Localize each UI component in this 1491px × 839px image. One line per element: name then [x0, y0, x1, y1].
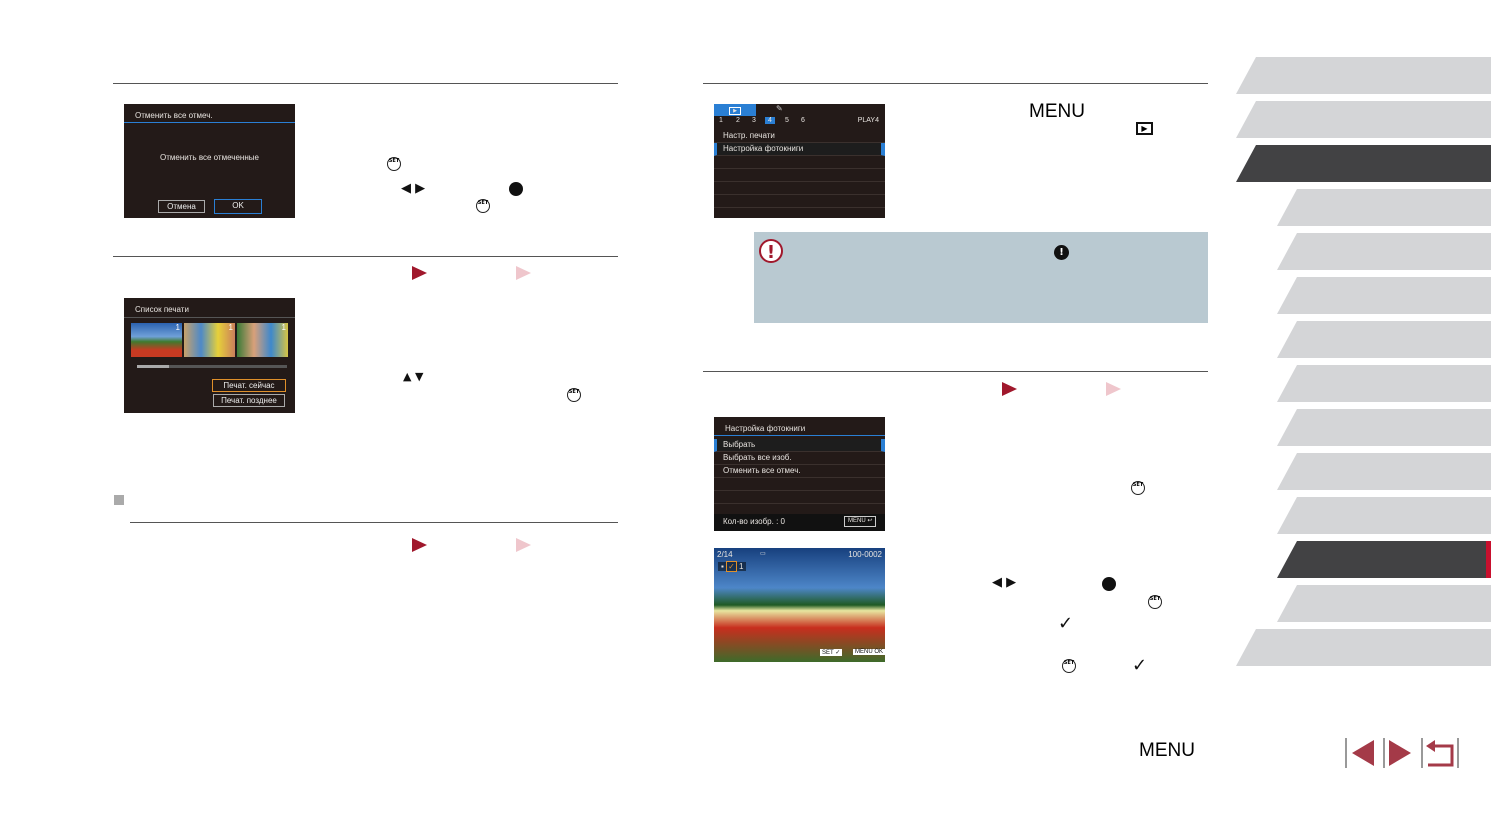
caution-note: ! !	[754, 232, 1208, 323]
photobook-setup-screen: Настройка фотокниги Выбрать Выбрать все …	[714, 417, 885, 531]
playback-icon: ▶	[1136, 122, 1153, 135]
battery-icon: ▭	[760, 551, 766, 557]
menu-item-print-settings[interactable]: Настр. печати	[714, 130, 885, 143]
footer-menu-label: MENU	[1139, 740, 1195, 761]
set-button-icon: SET	[476, 199, 490, 213]
menu-button-label: MENU	[1029, 101, 1085, 122]
dialog-message: Отменить все отмеченные	[160, 153, 259, 162]
chapter-tab[interactable]	[1277, 321, 1491, 358]
ok-button[interactable]: OK	[214, 199, 262, 214]
set-button-icon: SET	[387, 157, 401, 171]
print-later-button[interactable]: Печат. позднее	[213, 394, 285, 407]
section-divider	[703, 83, 1208, 84]
step-arrow-icon	[516, 538, 531, 552]
image-count: Кол-во изобр. : 0	[723, 517, 785, 526]
set-button-icon: SET	[1131, 481, 1145, 495]
chapter-tab-active[interactable]	[1236, 145, 1491, 182]
tab-playback[interactable]: ▶	[714, 104, 756, 116]
menu-item-select-all[interactable]: Выбрать все изоб.	[714, 452, 885, 465]
section-divider	[113, 83, 618, 84]
set-check-hint: SET ✓	[820, 649, 843, 656]
print-now-button[interactable]: Печат. сейчас	[212, 379, 286, 392]
page-navigation	[1345, 738, 1459, 768]
next-page-icon[interactable]	[1389, 740, 1411, 766]
control-dial-icon	[1102, 577, 1116, 591]
check-icon: ✓	[1132, 655, 1148, 676]
file-number: 100-0002	[848, 550, 882, 559]
chapter-tabs	[1236, 57, 1491, 666]
chapter-tab[interactable]	[1236, 629, 1491, 666]
chapter-tab[interactable]	[1277, 189, 1491, 226]
bullet-square	[114, 495, 124, 505]
menu-item-clear-all[interactable]: Отменить все отмеч.	[714, 465, 885, 478]
chapter-subtab-active[interactable]	[1277, 541, 1486, 578]
print-list-screen: Список печати 1 1 1 Печат. сейчас Печат.…	[124, 298, 295, 413]
left-right-arrow-icon: ◀ ▶	[401, 181, 426, 196]
set-button-icon: SET	[1062, 659, 1076, 673]
chapter-tab[interactable]	[1277, 453, 1491, 490]
step-arrow-icon	[516, 266, 531, 280]
section-divider	[703, 371, 1208, 372]
chapter-tab[interactable]	[1277, 365, 1491, 402]
dialog-title: Отменить все отмеч.	[135, 111, 213, 120]
chapter-tab[interactable]	[1277, 409, 1491, 446]
chapter-tab[interactable]	[1277, 277, 1491, 314]
cancel-all-dialog-screen: Отменить все отмеч. Отменить все отмечен…	[124, 104, 295, 218]
thumbnail[interactable]: 1	[131, 323, 182, 357]
control-dial-icon	[509, 182, 523, 196]
image-index: 2/14	[717, 550, 733, 559]
section-divider	[113, 256, 618, 257]
step-arrow-icon	[412, 538, 427, 552]
thumbnail[interactable]: 1	[237, 323, 288, 357]
set-button-icon: SET	[1148, 595, 1162, 609]
chapter-tab[interactable]	[1277, 233, 1491, 270]
selection-checkbox[interactable]: ▪ ✓ 1	[718, 561, 747, 572]
screen-title: Список печати	[135, 305, 189, 314]
chapter-tab[interactable]	[1236, 101, 1491, 138]
warning-icon: !	[759, 239, 783, 263]
left-right-arrow-icon: ◀ ▶	[992, 575, 1017, 590]
cancel-button[interactable]: Отмена	[158, 200, 205, 213]
step-arrow-icon	[412, 266, 427, 280]
tab-setup-wrench-icon[interactable]: ✎	[776, 104, 783, 113]
chapter-tab[interactable]	[1277, 585, 1491, 622]
menu-item-photobook-setup[interactable]: Настройка фотокниги	[714, 143, 885, 156]
screen-title: Настройка фотокниги	[725, 424, 806, 433]
step-arrow-icon	[1106, 382, 1121, 396]
playback-menu-screen: ▶ ✎ 1 2 3 4 5 6 PLAY4 Настр. печати Настройка …	[714, 104, 885, 218]
menu-item-select[interactable]: Выбрать	[714, 439, 885, 452]
image-select-screen: 2/14 ▭ 100-0002 ▪ ✓ 1 SET ✓ MENU OK	[714, 548, 885, 662]
chapter-tab[interactable]	[1236, 57, 1491, 94]
check-icon: ✓	[1058, 613, 1074, 634]
up-down-arrow-icon: ▲ ▼	[403, 370, 424, 383]
return-icon[interactable]	[1428, 744, 1454, 767]
section-divider	[130, 522, 618, 523]
scrollbar[interactable]	[137, 365, 287, 368]
step-arrow-icon	[1002, 382, 1017, 396]
caution-icon: !	[1054, 245, 1069, 260]
prev-page-icon[interactable]	[1352, 740, 1374, 766]
menu-ok-hint: MENU OK	[853, 649, 885, 655]
set-button-icon: SET	[567, 388, 581, 402]
thumbnail[interactable]: 1	[184, 323, 235, 357]
menu-back-button[interactable]: MENU ↩	[844, 516, 877, 527]
chapter-tab[interactable]	[1277, 497, 1491, 534]
